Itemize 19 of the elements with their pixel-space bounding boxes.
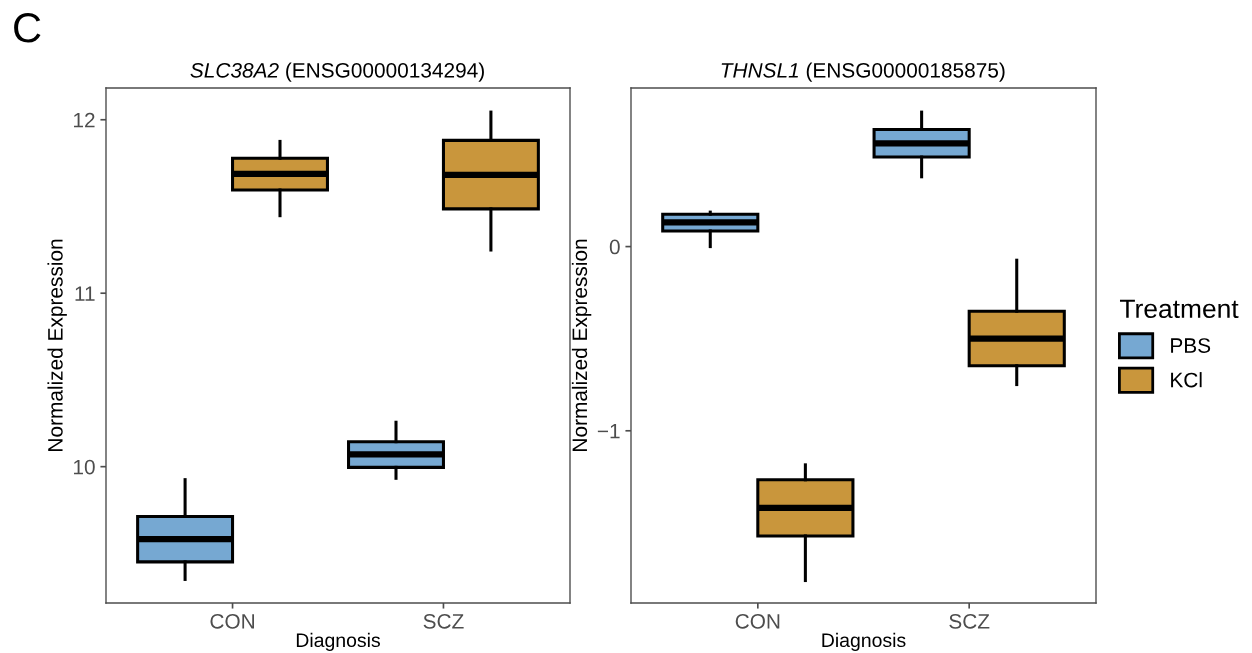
x-axis-title: Diagnosis xyxy=(296,632,380,651)
x-axis-title: Diagnosis xyxy=(822,632,906,651)
y-tick-label: 0 xyxy=(609,239,620,255)
y-tick-label: 12 xyxy=(74,112,95,128)
y-axis-title: Normalized Expression xyxy=(571,239,592,451)
y-tick-label: 10 xyxy=(74,459,95,475)
y-tick-label: −1 xyxy=(597,424,620,439)
x-tick-label: CON xyxy=(735,613,780,629)
legend-title: Treatment xyxy=(1119,299,1239,319)
x-tick-label: SCZ xyxy=(949,613,990,629)
x-tick-label: SCZ xyxy=(423,613,464,629)
chart-title: SLC38A2 (ENSG00000134294) xyxy=(190,62,484,82)
y-tick-label: 11 xyxy=(75,286,95,301)
x-tick-label: CON xyxy=(210,613,254,629)
chart-title: THNSL1 (ENSG00000185875) xyxy=(721,62,1005,82)
legend-label: KCl xyxy=(1171,372,1202,388)
text: C xyxy=(14,13,41,43)
legend-label: PBS xyxy=(1171,338,1211,353)
y-axis-title: Normalized Expression xyxy=(47,239,67,451)
